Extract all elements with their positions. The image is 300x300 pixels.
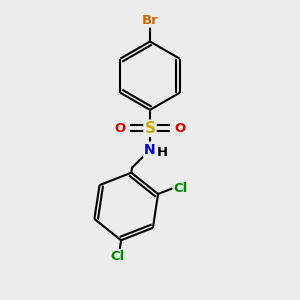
Text: Cl: Cl (174, 182, 188, 195)
Text: O: O (174, 122, 185, 135)
Text: S: S (145, 121, 155, 136)
Text: O: O (115, 122, 126, 135)
Text: H: H (157, 146, 168, 159)
Text: Cl: Cl (110, 250, 124, 263)
Text: Br: Br (142, 14, 158, 27)
Text: N: N (144, 143, 156, 157)
